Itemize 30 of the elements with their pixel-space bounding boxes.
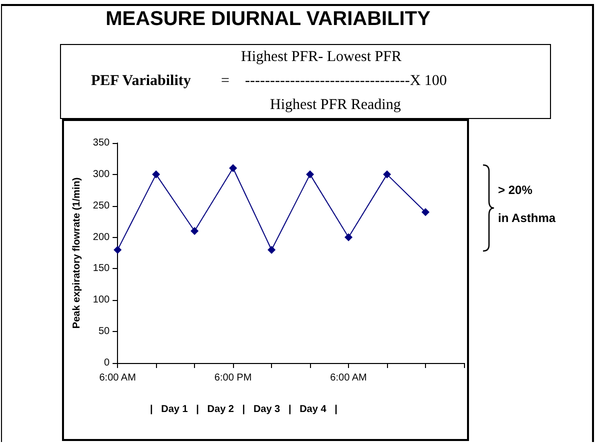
point (306, 170, 314, 178)
text: ---------------------------------X 100 (245, 73, 447, 90)
y-tick-label: 350 (92, 138, 110, 148)
point (190, 227, 199, 235)
x-tick-label: 6:00 AM (330, 372, 367, 384)
x-tick-label: 6:00 AM (99, 372, 136, 384)
y-tick-label: 50 (98, 326, 110, 338)
text: = (221, 73, 230, 90)
text: | Day 1 | Day 2 | Day 3 | Day 4 | (150, 404, 338, 415)
y-tick-label: 200 (92, 232, 110, 243)
point (344, 233, 353, 242)
chart-title: MEASURE DIURNAL VARIABILITY (104, 8, 432, 31)
point (422, 208, 430, 216)
y-tick-label: 150 (92, 263, 110, 274)
text: PEF Variability (91, 73, 191, 90)
text: in Asthma (498, 211, 556, 225)
point (114, 246, 122, 254)
text: Highest PFR Reading (270, 97, 401, 114)
point (152, 170, 160, 178)
text: Highest PFR- Lowest PFR (241, 49, 402, 66)
x-tick-label: 6:00 PM (214, 372, 252, 384)
y-axis-title: Peak expiratory flowrate (1/min) (72, 177, 82, 329)
point (229, 164, 238, 172)
y-tick-label: 250 (92, 200, 110, 212)
text: > 20% (498, 183, 532, 197)
y-tick-label: 0 (104, 358, 110, 368)
point (383, 170, 392, 178)
y-tick-label: 100 (92, 294, 110, 306)
y-tick-label: 300 (92, 168, 110, 180)
point (268, 246, 276, 254)
